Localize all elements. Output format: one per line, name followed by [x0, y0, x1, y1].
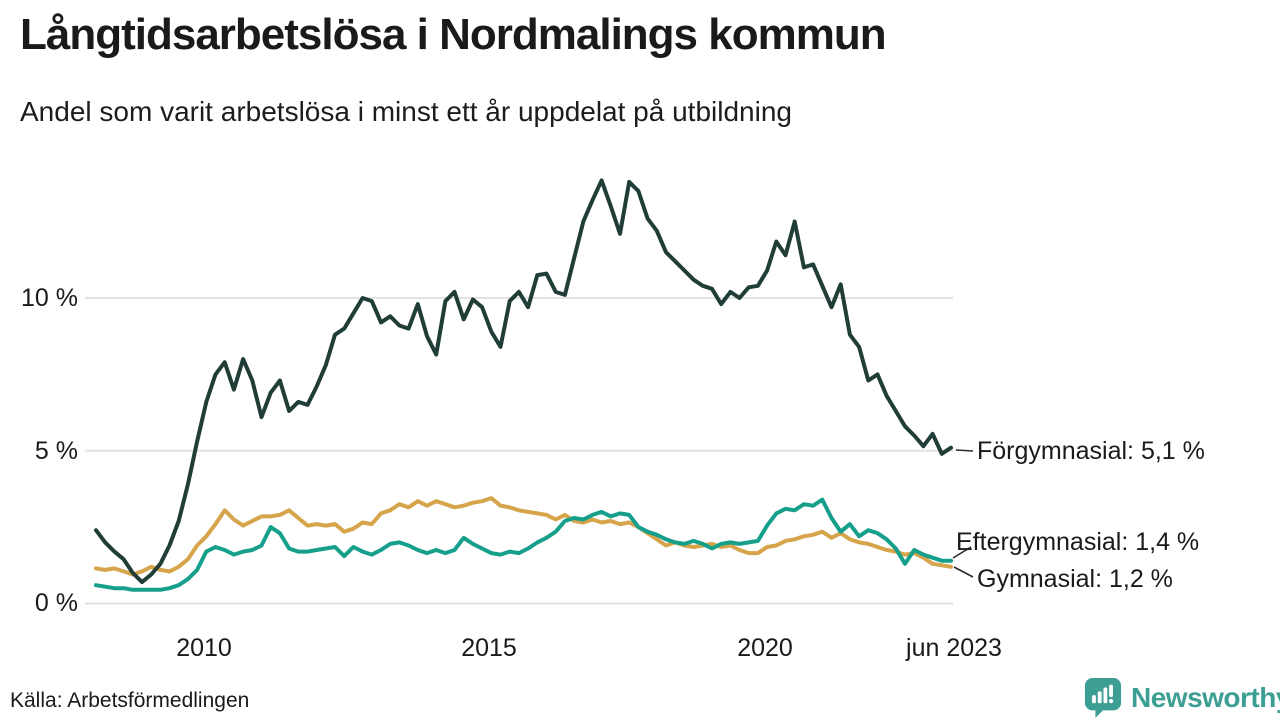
leader-line-eftergymnasial [952, 546, 972, 559]
x-axis-tick-2010: 2010 [176, 634, 232, 662]
leader-line-gymnasial [953, 566, 974, 578]
gridlines [85, 297, 953, 605]
logo-bars [1092, 684, 1114, 704]
chart-subtitle: Andel som varit arbetslösa i minst ett å… [20, 96, 792, 127]
x-axis-tick-jun2023: jun 2023 [906, 634, 1002, 662]
series-line-gymnasial [94, 496, 953, 577]
newsworthy-logo-text: Newsworthy [1131, 681, 1280, 713]
leader-line-forgymnasial [955, 449, 974, 452]
series-end-label-gymnasial: Gymnasial: 1,2 % [977, 565, 1173, 593]
newsworthy-logo: Newsworthy [1084, 677, 1280, 718]
x-axis-tick-2015: 2015 [461, 634, 517, 662]
series-end-label-eftergymnasial: Eftergymnasial: 1,4 % [956, 528, 1200, 556]
series-line-eftergymnasial [94, 497, 953, 592]
annotation-leader-lines [952, 449, 974, 578]
y-axis-tick-10: 10 % [21, 284, 78, 312]
source-note: Källa: Arbetsförmedlingen [10, 689, 250, 712]
y-axis-tick-0: 0 % [34, 589, 78, 617]
series-lines [94, 178, 953, 592]
y-axis-tick-5: 5 % [34, 437, 78, 465]
chart-title: Långtidsarbetslösa i Nordmalings kommun [20, 10, 887, 59]
series-line-förgymnasial [94, 178, 953, 585]
series-end-label-forgymnasial: Förgymnasial: 5,1 % [977, 437, 1205, 465]
x-axis-tick-2020: 2020 [737, 634, 793, 662]
newsworthy-logo-icon [1084, 678, 1122, 718]
